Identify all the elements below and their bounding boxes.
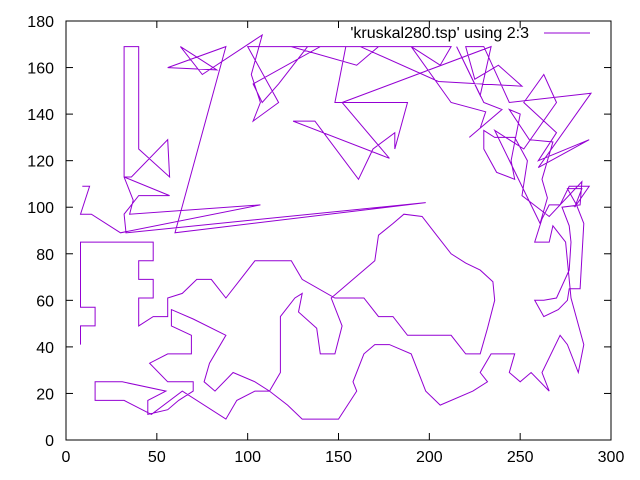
y-tick-label: 160	[27, 61, 54, 78]
y-tick-label: 60	[36, 293, 54, 310]
y-tick-label: 120	[27, 154, 54, 171]
x-tick-label: 50	[148, 449, 166, 466]
y-tick-label: 0	[45, 433, 54, 450]
y-tick-label: 40	[36, 340, 54, 357]
series-layer	[79, 33, 593, 420]
x-tick-label: 0	[62, 449, 71, 466]
x-tick-label: 250	[507, 449, 534, 466]
x-tick-label: 150	[325, 449, 352, 466]
y-tick-label: 20	[36, 386, 54, 403]
x-tick-label: 200	[416, 449, 443, 466]
y-tick-label: 100	[27, 200, 54, 217]
axis-tick-labels: 0 50 100 150 200 250 300 0 20 40 60 80 100 120 140 160 1…	[27, 14, 624, 466]
series-line	[79, 33, 593, 420]
legend-label: 'kruskal280.tsp' using 2:3	[350, 25, 529, 42]
legend: 'kruskal280.tsp' using 2:3	[350, 25, 590, 42]
axis-ticks	[65, 20, 612, 441]
y-tick-label: 140	[27, 107, 54, 124]
y-tick-label: 180	[27, 14, 54, 31]
x-tick-label: 100	[234, 449, 261, 466]
x-tick-label: 300	[598, 449, 625, 466]
y-tick-label: 80	[36, 247, 54, 264]
